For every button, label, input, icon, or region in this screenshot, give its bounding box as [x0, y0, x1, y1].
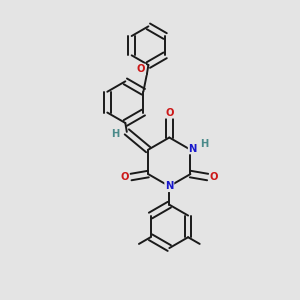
Text: O: O — [120, 172, 129, 182]
Text: O: O — [137, 64, 145, 74]
Text: H: H — [201, 139, 209, 149]
Text: O: O — [165, 108, 174, 118]
Text: H: H — [111, 129, 120, 139]
Text: N: N — [165, 181, 173, 191]
Text: O: O — [210, 172, 218, 182]
Text: N: N — [189, 143, 197, 154]
